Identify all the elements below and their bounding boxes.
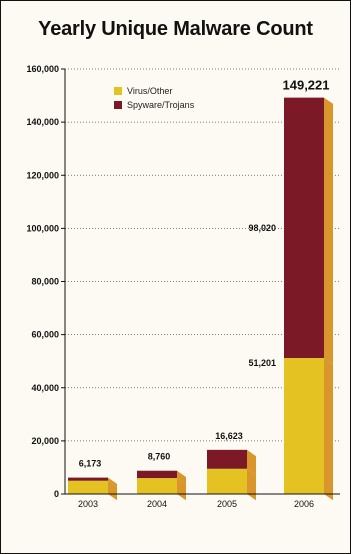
- y-tick-label: 60,000: [31, 330, 59, 340]
- bar-side: [324, 97, 333, 365]
- x-tick-label: 2006: [294, 499, 314, 509]
- bar-segment: [207, 468, 247, 494]
- bar-side: [108, 477, 117, 488]
- y-tick-label: 120,000: [26, 170, 59, 180]
- y-tick-label: 100,000: [26, 223, 59, 233]
- bar-side: [177, 470, 186, 485]
- bar-segment: [284, 97, 324, 358]
- bar-segment: [137, 470, 177, 479]
- x-tick-label: 2004: [147, 499, 167, 509]
- legend-swatch: [114, 87, 122, 95]
- legend-swatch: [114, 101, 122, 109]
- legend-label: Virus/Other: [127, 86, 172, 96]
- bar-side: [177, 478, 186, 501]
- gridlines: [65, 68, 340, 442]
- bar-side: [324, 357, 333, 501]
- bar-side: [247, 449, 256, 476]
- bar-segment: [207, 449, 247, 469]
- total-label: 6,173: [79, 459, 102, 469]
- y-tick-label: 0: [54, 489, 59, 499]
- bar-side: [247, 468, 256, 501]
- y-tick-label: 20,000: [31, 436, 59, 446]
- bar-segment: [284, 357, 324, 494]
- total-label: 16,623: [215, 431, 243, 441]
- total-label: 8,760: [148, 452, 171, 462]
- bar-side: [108, 480, 117, 501]
- bar-segment: [137, 478, 177, 494]
- y-tick-label: 40,000: [31, 383, 59, 393]
- x-tick-label: 2003: [78, 499, 98, 509]
- legend: Virus/Other Spyware/Trojans: [114, 86, 195, 110]
- y-tick-label: 140,000: [26, 117, 59, 127]
- bar-segment: [68, 480, 108, 494]
- legend-label: Spyware/Trojans: [127, 100, 195, 110]
- bars: [68, 97, 333, 501]
- y-axis: 0 20,000 40,000 60,000 80,000 100,000 120,000 1…: [26, 64, 66, 499]
- x-axis: 2003 2004 2005 2006: [65, 493, 340, 509]
- chart-title: Yearly Unique Malware Count: [38, 18, 313, 40]
- bar-segment: [68, 477, 108, 481]
- y-tick-label: 160,000: [26, 64, 59, 74]
- total-label: 149,221: [283, 78, 330, 93]
- y-tick-label: 80,000: [31, 277, 59, 287]
- data-labels: 6,173 8,760 16,623 149,221 98,020 51,201: [79, 78, 330, 469]
- segment-label-virus: 51,201: [248, 358, 276, 368]
- x-tick-label: 2005: [217, 499, 237, 509]
- segment-label-spyware: 98,020: [248, 223, 276, 233]
